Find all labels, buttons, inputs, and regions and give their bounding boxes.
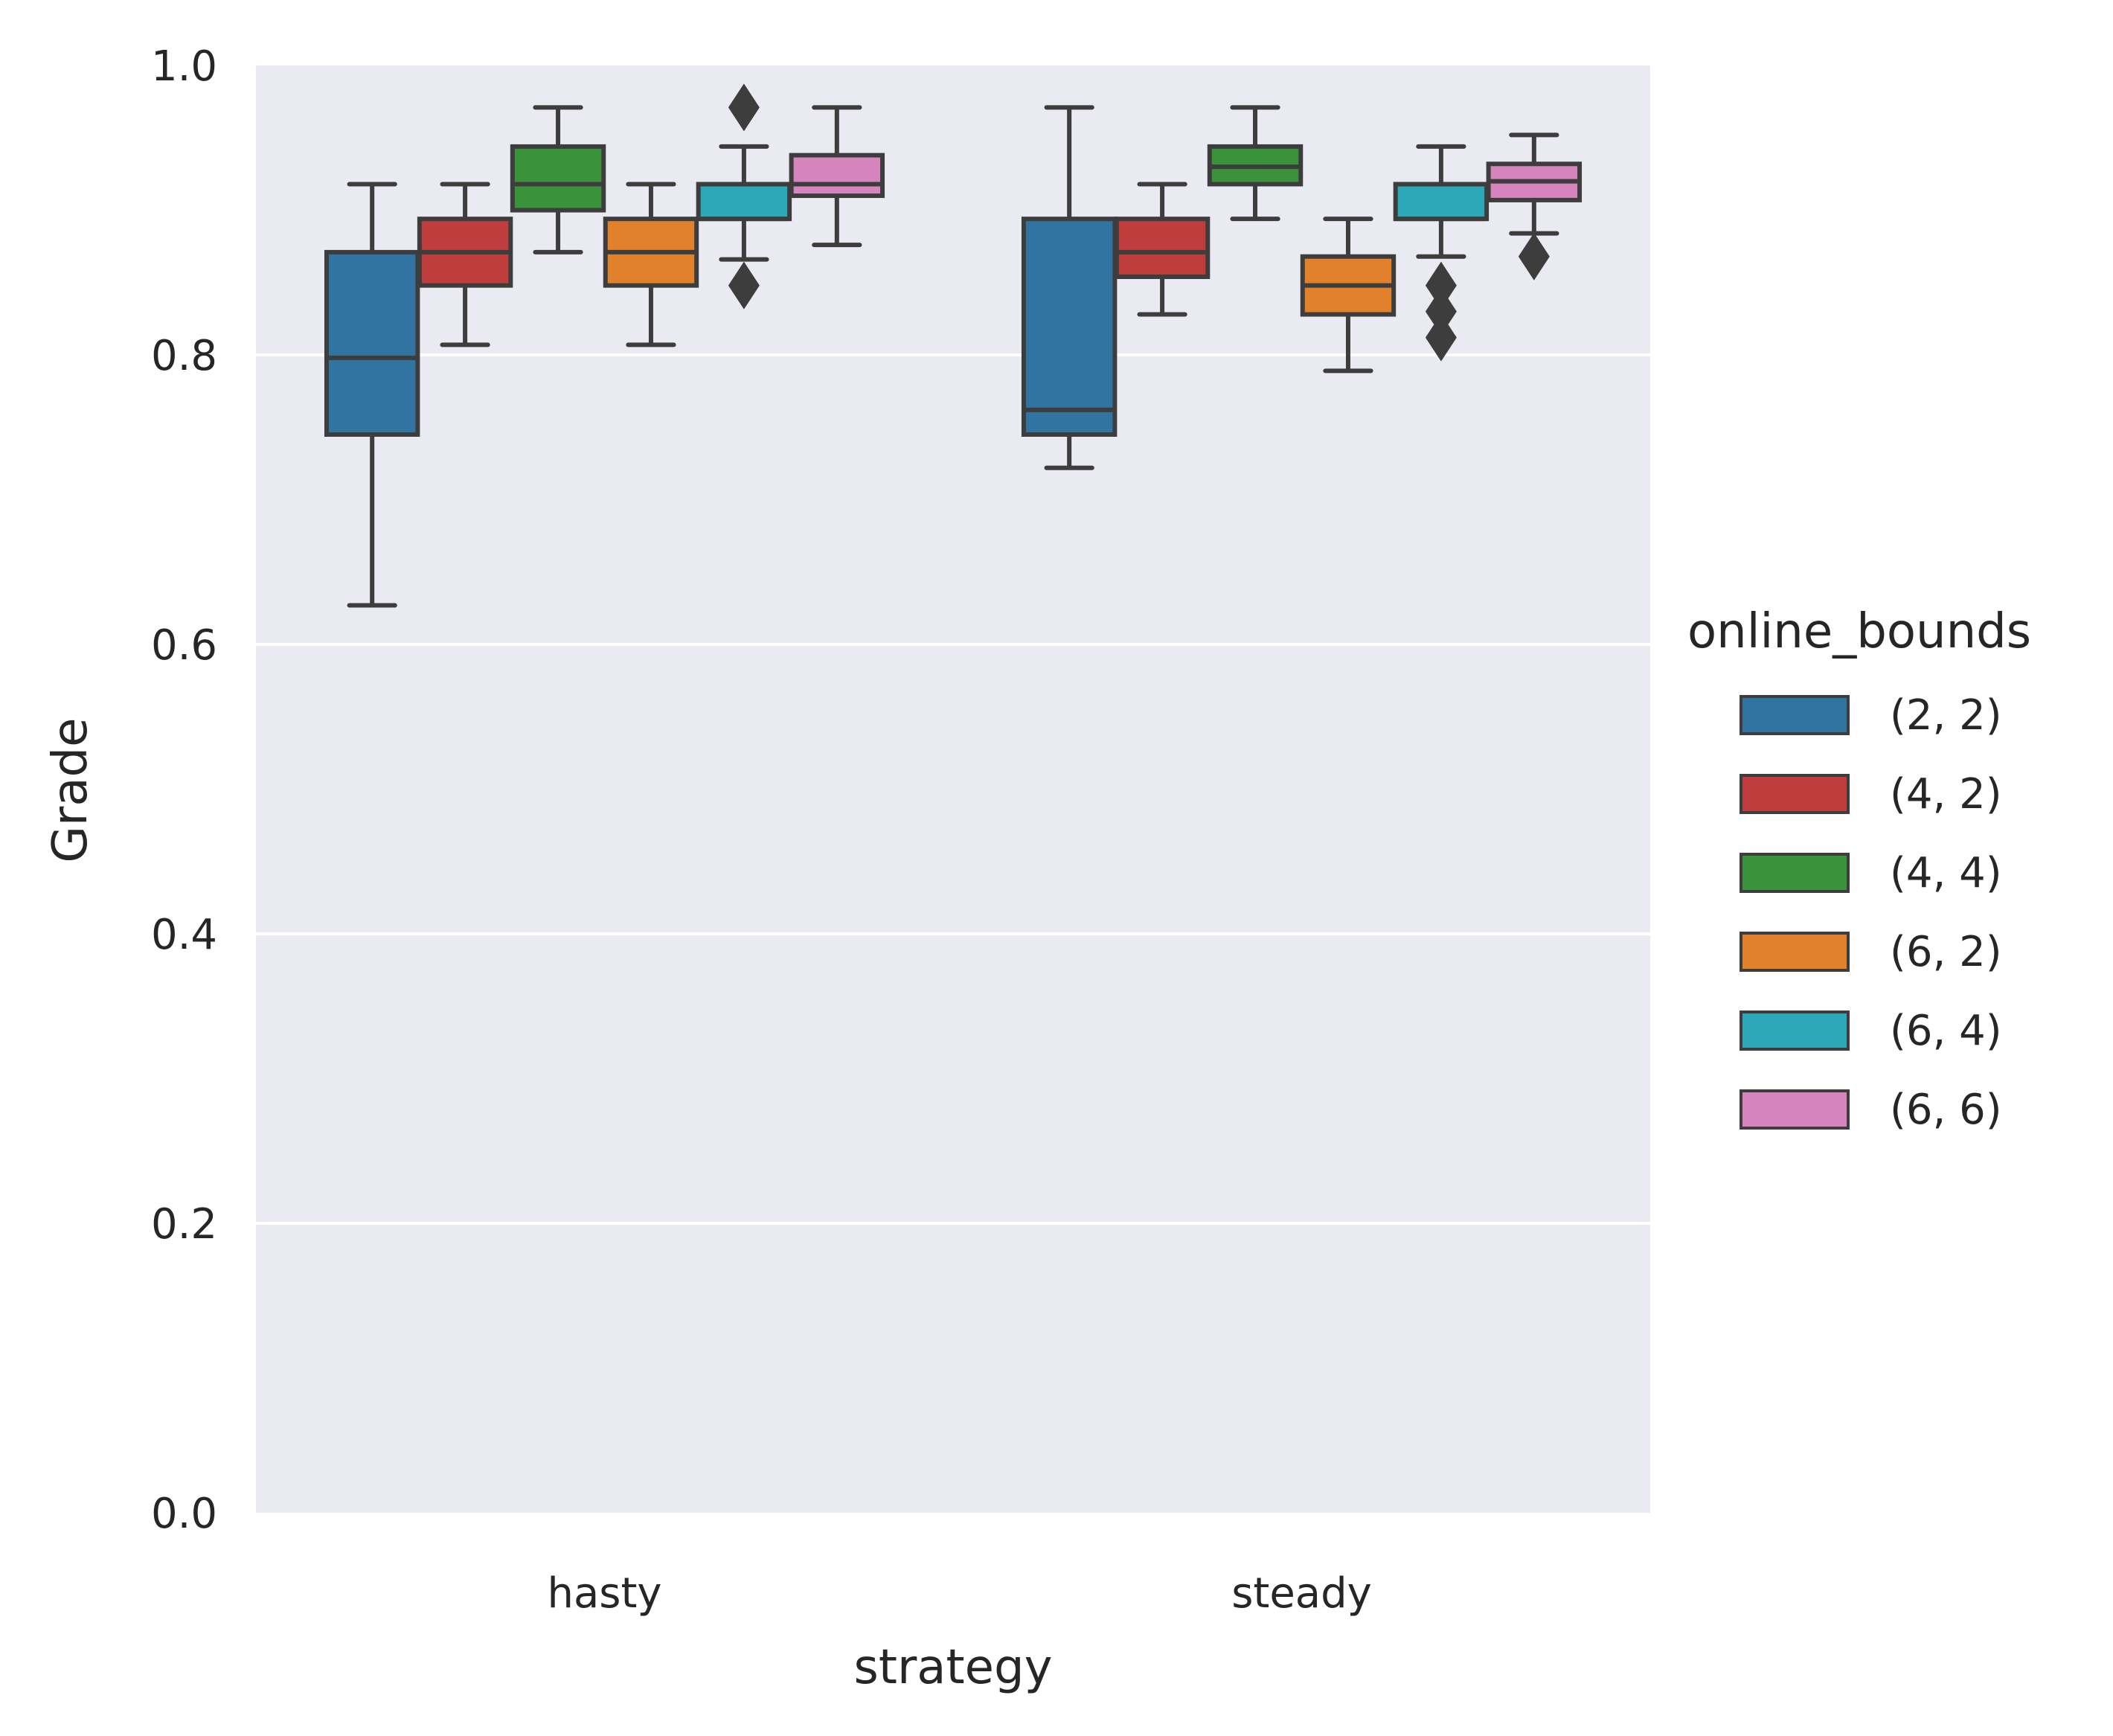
box--4-4--hasty (510, 105, 606, 254)
y-tick-label: 0.8 (151, 332, 217, 380)
box--6-6--steady (1486, 132, 1583, 281)
box--4-2--hasty (417, 182, 513, 347)
y-tick-label: 0.4 (151, 911, 217, 959)
legend-swatch (1740, 695, 1850, 735)
x-tick-label: hasty (547, 1569, 661, 1618)
legend-label: (4, 2) (1890, 770, 2002, 819)
outlier-point (728, 83, 760, 132)
plot-background (256, 65, 1650, 1513)
grid-lines (256, 353, 1650, 1225)
box--2-2--steady (1021, 105, 1118, 470)
legend-item: (4, 4) (1740, 849, 2002, 897)
outlier-point (1425, 261, 1457, 310)
box-body (696, 182, 792, 222)
legend: online_bounds (2, 2) (4, 2) (4, 4) (6, 2) (6… (1687, 604, 2031, 1134)
box-body (1021, 217, 1118, 437)
box--4-4--steady (1207, 105, 1304, 222)
box-body (324, 249, 420, 437)
legend-item: (2, 2) (1740, 691, 2002, 740)
legend-swatch (1740, 853, 1850, 893)
legend-label: (2, 2) (1890, 691, 2002, 740)
box-body (1393, 182, 1490, 222)
y-tick-label: 0.2 (151, 1200, 217, 1249)
outlier-point (1518, 232, 1550, 281)
outlier-point (728, 261, 760, 310)
box--6-2--hasty (603, 182, 699, 347)
legend-swatch (1740, 1089, 1850, 1130)
box--6-4--steady (1393, 144, 1490, 362)
box--6-6--hasty (789, 105, 885, 248)
x-tick-labels: hasty steady (547, 1569, 1371, 1618)
y-tick-labels: 0.0 0.2 0.4 0.6 0.8 1.0 (151, 42, 217, 1538)
boxes-layer (324, 83, 1583, 608)
legend-label: (6, 4) (1890, 1007, 2002, 1055)
box--6-4--hasty (696, 83, 792, 310)
legend-title: online_bounds (1687, 604, 2031, 659)
y-axis-label: Grade (43, 717, 98, 862)
legend-label: (6, 6) (1890, 1086, 2002, 1134)
legend-items: (2, 2) (4, 2) (4, 4) (6, 2) (6, 4) (6, 6) (1740, 691, 2002, 1134)
box--6-2--steady (1300, 217, 1397, 374)
box-body (789, 153, 885, 199)
legend-item: (4, 2) (1740, 770, 2002, 819)
legend-swatch (1740, 774, 1850, 814)
y-tick-label: 0.0 (151, 1490, 217, 1538)
x-axis-label: strategy (854, 1640, 1053, 1695)
y-tick-label: 0.6 (151, 621, 217, 670)
x-tick-label: steady (1231, 1569, 1372, 1618)
box-body (510, 144, 606, 213)
legend-label: (4, 4) (1890, 849, 2002, 897)
legend-item: (6, 4) (1740, 1007, 2002, 1055)
outlier-point (1425, 287, 1457, 336)
y-tick-label: 1.0 (151, 42, 217, 91)
legend-swatch (1740, 1010, 1850, 1051)
box-body (1114, 217, 1211, 279)
legend-item: (6, 2) (1740, 928, 2002, 976)
legend-item: (6, 6) (1740, 1086, 2002, 1134)
legend-swatch (1740, 932, 1850, 972)
outlier-point (1425, 313, 1457, 362)
box--2-2--hasty (324, 182, 420, 608)
legend-label: (6, 2) (1890, 928, 2002, 976)
box--4-2--steady (1114, 182, 1211, 317)
